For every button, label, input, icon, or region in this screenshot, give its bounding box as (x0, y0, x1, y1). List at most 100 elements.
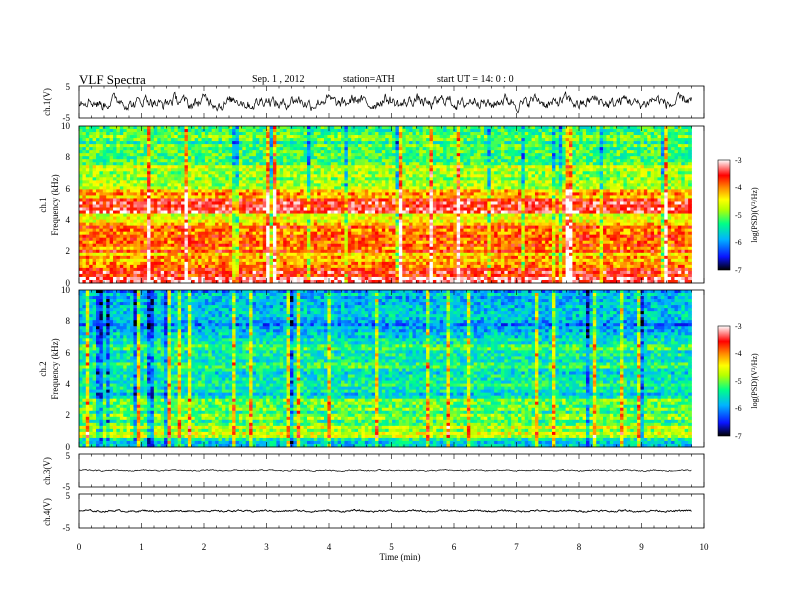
spectrogram-cell (293, 186, 298, 190)
spectrogram-cell (157, 183, 162, 187)
spectrogram-cell (276, 195, 281, 199)
spectrogram-cell (643, 204, 648, 208)
spectrogram-cell (657, 135, 662, 139)
spectrogram-cell (487, 195, 492, 199)
spectrogram-cell (385, 177, 390, 181)
spectrogram-cell (660, 174, 665, 178)
spectrogram-cell (551, 159, 556, 163)
spectrogram-cell (276, 129, 281, 133)
spectrogram-cell (310, 156, 315, 160)
spectrogram-cell (143, 201, 148, 205)
spectrogram-cell (415, 138, 420, 142)
spectrogram-cell (300, 174, 304, 178)
spectrogram-cell (524, 165, 529, 169)
spectrogram-cell (191, 195, 196, 199)
spectrogram-cell (449, 147, 454, 151)
spectrogram-cell (548, 165, 553, 169)
spectrogram-cell (480, 141, 485, 145)
spectrogram-cell (164, 177, 168, 181)
spectrogram-cell (344, 138, 349, 142)
spectrogram-cell (412, 207, 417, 211)
spectrogram-cell (521, 135, 526, 139)
spectrogram-cell (596, 129, 601, 133)
spectrogram-cell (215, 192, 219, 196)
spectrogram-cell (177, 186, 182, 190)
spectrogram-cell (490, 183, 495, 187)
spectrogram-cell (490, 132, 495, 136)
spectrogram-cell (116, 165, 121, 169)
spectrogram-cell (313, 201, 318, 205)
spectrogram-cell (511, 156, 515, 160)
spectrogram-cell (351, 147, 356, 151)
spectrogram-cell (317, 144, 321, 148)
spectrogram-cell (623, 150, 628, 154)
spectrogram-cell (586, 129, 590, 133)
spectrogram-cell (92, 165, 97, 169)
spectrogram-cell (548, 129, 553, 133)
spectrogram-cell (470, 201, 475, 205)
spectrogram-cell (279, 186, 284, 190)
spectrogram-cell (242, 195, 247, 199)
spectrogram-cell (460, 150, 464, 154)
spectrogram-cell (572, 141, 577, 145)
spectrogram-cell (466, 144, 471, 148)
spectrogram-cell (620, 195, 624, 199)
spectrogram-cell (517, 159, 522, 163)
spectrogram-cell (671, 174, 675, 178)
spectrogram-cell (296, 129, 301, 133)
spectrogram-cell (606, 186, 611, 190)
spectrogram-cell (89, 183, 94, 187)
spectrogram-cell (126, 162, 131, 166)
spectrogram-cell (283, 141, 287, 145)
spectrogram-cell (480, 168, 485, 172)
spectrogram-cell (130, 153, 134, 157)
spectrogram-cell (276, 138, 281, 142)
spectrogram-cell (684, 171, 689, 175)
spectrogram-cell (375, 162, 379, 166)
spectrogram-cell (279, 207, 284, 211)
spectrogram-cell (320, 141, 325, 145)
spectrogram-cell (371, 147, 376, 151)
spectrogram-cell (626, 141, 631, 145)
spectrogram-cell (436, 156, 441, 160)
spectrogram-cell (259, 132, 264, 136)
spectrogram-cell (313, 138, 318, 142)
spectrogram-cell (106, 171, 111, 175)
spectrogram-cell (358, 159, 362, 163)
spectrogram-cell (494, 126, 498, 130)
spectrogram-cell (395, 195, 400, 199)
spectrogram-cell (341, 141, 345, 145)
spectrogram-cell (358, 162, 362, 166)
spectrogram-cell (245, 144, 250, 148)
spectrogram-cell (453, 135, 458, 139)
spectrogram-cell (133, 189, 138, 193)
spectrogram-cell (439, 135, 444, 139)
spectrogram-cell (225, 183, 230, 187)
spectrogram-cell (589, 135, 594, 139)
spectrogram-cell (378, 150, 383, 154)
spectrogram-cell (514, 177, 519, 181)
spectrogram-cell (378, 198, 383, 202)
spectrogram-cell (548, 183, 553, 187)
spectrogram-cell (286, 126, 291, 130)
spectrogram-cell (541, 204, 546, 208)
spectrogram-cell (419, 135, 424, 139)
spectrogram-cell (402, 147, 407, 151)
spectrogram-cell (153, 129, 158, 133)
spectrogram-cell (558, 144, 563, 148)
spectrogram-cell (140, 204, 145, 208)
spectrogram-cell (490, 153, 495, 157)
spectrogram-cell (643, 132, 648, 136)
spectrogram-cell (147, 201, 151, 205)
spectrogram-cell (586, 201, 590, 205)
spectrogram-cell (551, 180, 556, 184)
spectrogram-cell (242, 126, 247, 130)
spectrogram-cell (344, 150, 349, 154)
spectrogram-cell (123, 147, 128, 151)
spectrogram-cell (225, 207, 230, 211)
spectrogram-cell (378, 177, 383, 181)
spectrogram-cell (487, 138, 492, 142)
spectrogram-cell (79, 207, 83, 211)
spectrogram-cell (218, 201, 223, 205)
spectrogram-cell (266, 162, 270, 166)
